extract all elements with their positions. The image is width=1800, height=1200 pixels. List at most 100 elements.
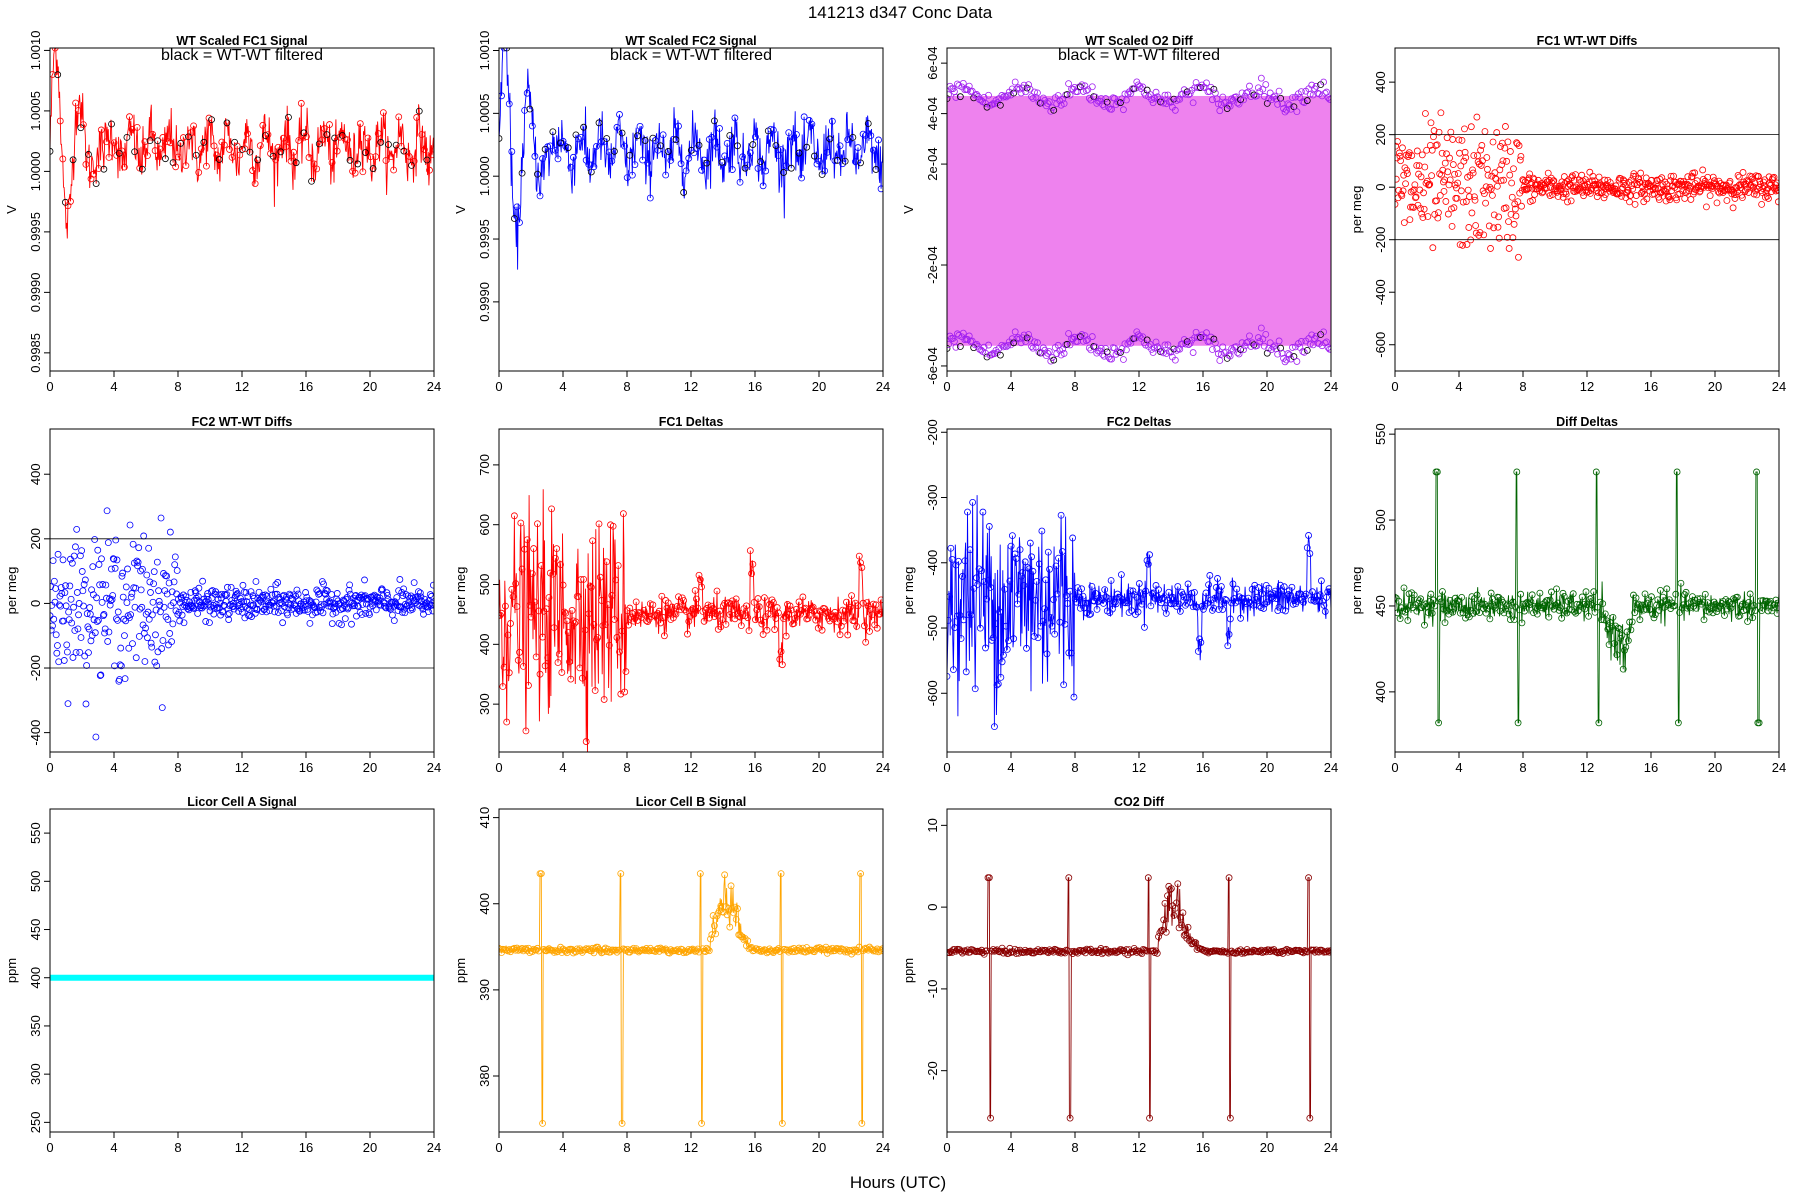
data-point <box>1260 342 1268 350</box>
data-point <box>1102 344 1110 352</box>
data-point <box>168 638 175 646</box>
x-tick-label: 24 <box>1324 1140 1338 1155</box>
data-point <box>821 167 829 175</box>
data-point <box>1415 597 1423 605</box>
data-point <box>1517 153 1525 160</box>
data-point <box>983 595 991 603</box>
data-point <box>555 650 563 658</box>
data-point <box>1658 174 1666 182</box>
x-tick-label: 24 <box>1772 760 1786 775</box>
data-point <box>1493 129 1501 136</box>
data-point <box>956 611 964 619</box>
data-point <box>1539 188 1547 196</box>
data-point <box>1480 231 1488 239</box>
data-point <box>147 639 155 647</box>
data-point <box>244 130 251 138</box>
x-tick-label: 12 <box>1580 760 1594 775</box>
x-tick-label: 24 <box>876 379 890 394</box>
data-point <box>1511 205 1519 213</box>
data-point <box>1219 606 1227 613</box>
data-point <box>1402 180 1409 188</box>
data-point <box>650 611 658 619</box>
data-point <box>1410 591 1418 599</box>
data-point <box>105 628 113 636</box>
data-point <box>1284 591 1292 598</box>
data-point <box>1531 602 1539 610</box>
data-point <box>114 616 122 624</box>
data-point <box>97 671 105 679</box>
data-point <box>1312 82 1320 90</box>
data-point <box>1024 564 1032 571</box>
plot-area-fc2-deltas <box>947 495 1331 731</box>
data-point <box>955 557 962 565</box>
data-point <box>852 599 859 607</box>
data-point <box>202 618 210 625</box>
data-point <box>727 600 735 608</box>
data-point <box>1020 582 1028 589</box>
data-point <box>712 930 720 938</box>
y-tick-label: 550 <box>1373 423 1388 445</box>
data-point <box>1706 192 1714 200</box>
data-point <box>660 632 668 640</box>
data-point <box>1174 583 1182 590</box>
data-point <box>1299 98 1307 106</box>
data-point <box>1312 332 1320 340</box>
data-point <box>748 570 755 577</box>
data-point <box>841 157 849 165</box>
data-point <box>1513 140 1521 148</box>
data-point <box>780 169 788 176</box>
data-point <box>235 607 242 615</box>
data-point <box>387 153 395 161</box>
data-point <box>1235 350 1243 358</box>
data-point <box>757 158 764 166</box>
data-point <box>105 153 113 161</box>
data-point <box>581 626 589 634</box>
data-point <box>153 558 161 566</box>
data-point <box>1718 600 1726 607</box>
data-point <box>631 609 639 616</box>
data-point <box>88 586 95 594</box>
data-point <box>956 343 964 350</box>
data-point <box>1438 149 1446 157</box>
data-point <box>802 604 809 612</box>
data-point <box>1164 91 1172 99</box>
data-point <box>1297 338 1305 345</box>
data-point <box>1441 619 1449 627</box>
data-point <box>1677 579 1685 587</box>
data-point <box>1476 609 1484 617</box>
data-point <box>1306 90 1314 98</box>
data-point <box>536 670 544 678</box>
x-tick-label: 20 <box>363 379 377 394</box>
data-point <box>1718 184 1726 192</box>
data-point <box>854 144 862 151</box>
data-point <box>161 587 169 595</box>
data-point <box>73 589 81 596</box>
data-point <box>179 134 187 141</box>
data-point <box>54 71 62 79</box>
data-point <box>612 576 620 584</box>
data-point <box>285 113 292 121</box>
data-point <box>755 603 763 611</box>
data-point <box>726 923 734 931</box>
data-point <box>730 606 738 614</box>
data-point <box>1017 948 1025 956</box>
data-point <box>85 150 92 158</box>
data-point <box>1079 592 1087 600</box>
data-point <box>739 153 747 161</box>
data-point <box>1250 601 1257 609</box>
data-point <box>1029 344 1037 352</box>
data-point <box>1078 947 1086 955</box>
data-point <box>568 607 576 614</box>
data-point <box>1699 175 1707 183</box>
data-point <box>985 523 993 530</box>
data-point <box>1558 178 1566 186</box>
data-point <box>1420 205 1428 213</box>
data-point <box>1399 187 1407 195</box>
x-tick-label: 16 <box>1196 1140 1210 1155</box>
data-point <box>348 620 355 628</box>
data-point <box>61 198 69 206</box>
data-point <box>1425 181 1433 189</box>
data-point <box>157 608 164 616</box>
data-point <box>155 597 163 605</box>
data-point <box>957 947 965 955</box>
